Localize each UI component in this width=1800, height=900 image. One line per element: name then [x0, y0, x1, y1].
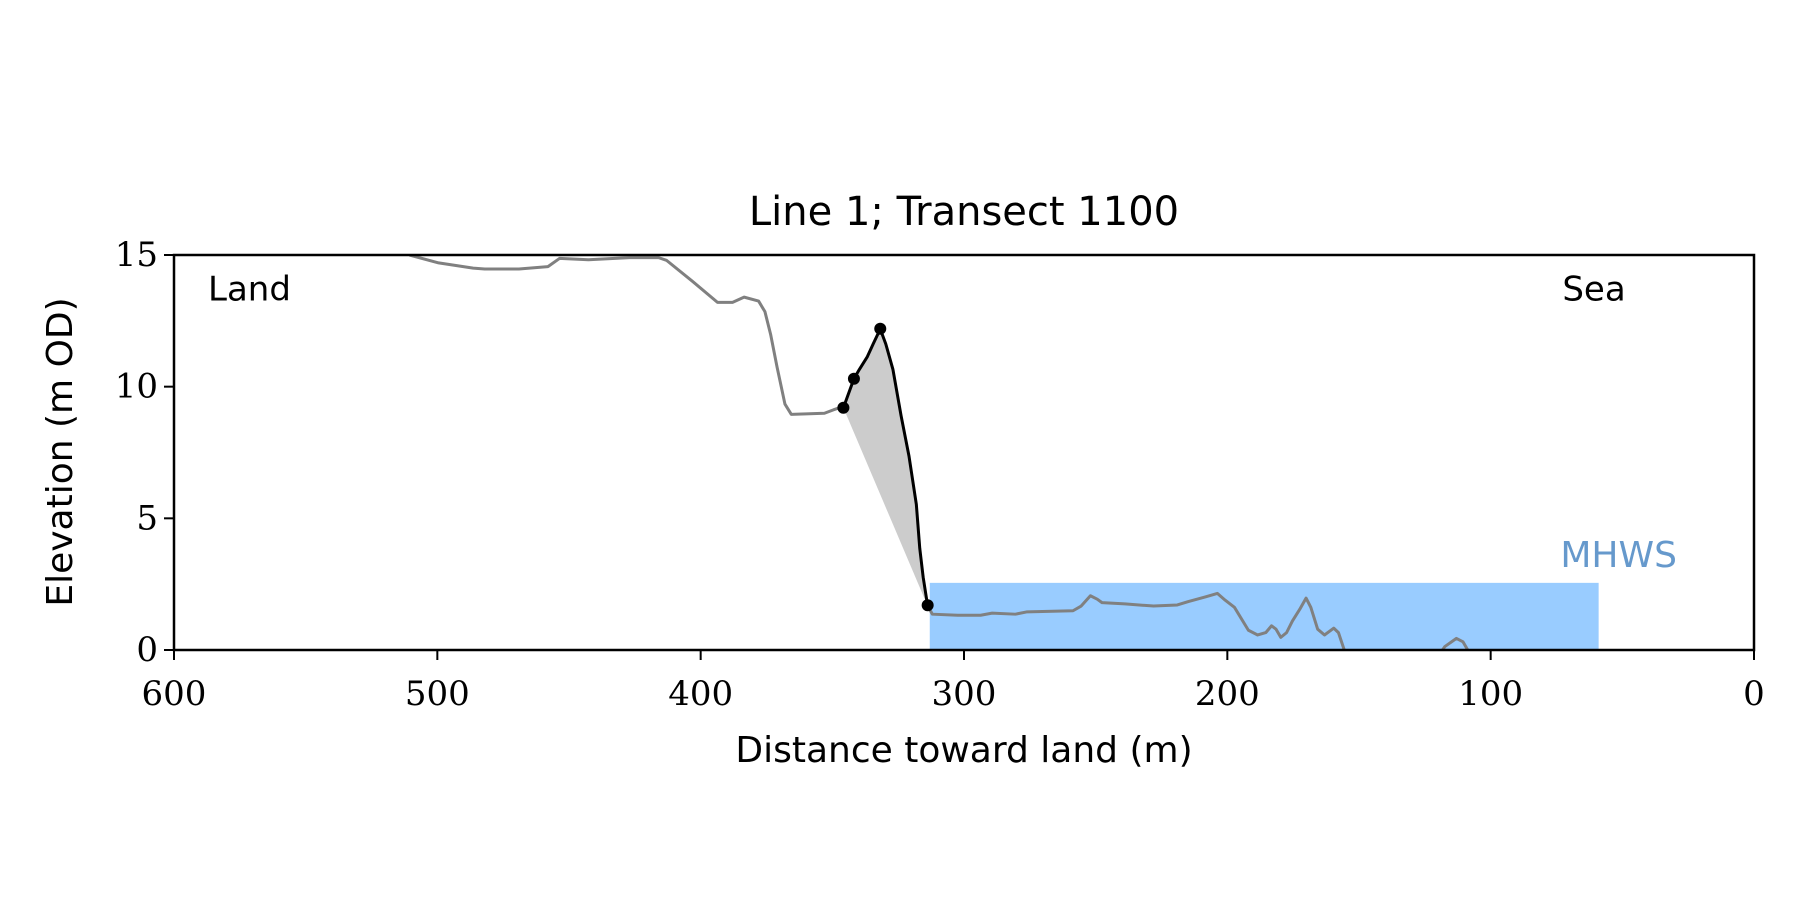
cliff-loss-area	[843, 328, 928, 607]
y-tick-label: 10	[115, 367, 158, 407]
point	[921, 599, 934, 612]
x-tick-label: 400	[668, 674, 733, 714]
point	[874, 322, 887, 335]
x-tick-label: 600	[142, 674, 207, 714]
band-label: MHWS	[1560, 535, 1677, 576]
x-tick-label: 100	[1458, 674, 1523, 714]
x-tick-label: 500	[405, 674, 470, 714]
y-tick-label: 15	[115, 235, 158, 275]
mhws-band	[929, 582, 1599, 650]
x-axis-label: Distance toward land (m)	[735, 730, 1192, 771]
y-tick-label: 5	[136, 498, 158, 538]
x-tick-label: 300	[932, 674, 997, 714]
profile-line	[409, 255, 1470, 650]
x-tick-label: 200	[1195, 674, 1260, 714]
point	[837, 401, 850, 414]
plot-area	[409, 255, 1599, 650]
y-axis-label: Elevation (m OD)	[40, 297, 81, 606]
annotation: Sea	[1562, 270, 1625, 310]
annotation: Land	[208, 270, 291, 310]
y-tick-label: 0	[136, 630, 158, 670]
point	[847, 372, 860, 385]
x-tick-label: 0	[1743, 674, 1765, 714]
profile-line	[841, 327, 930, 607]
chart-title: Line 1; Transect 1100	[749, 189, 1179, 235]
axes: 600 500 400 300 200 100 0 0 5 10 15	[115, 235, 1765, 714]
